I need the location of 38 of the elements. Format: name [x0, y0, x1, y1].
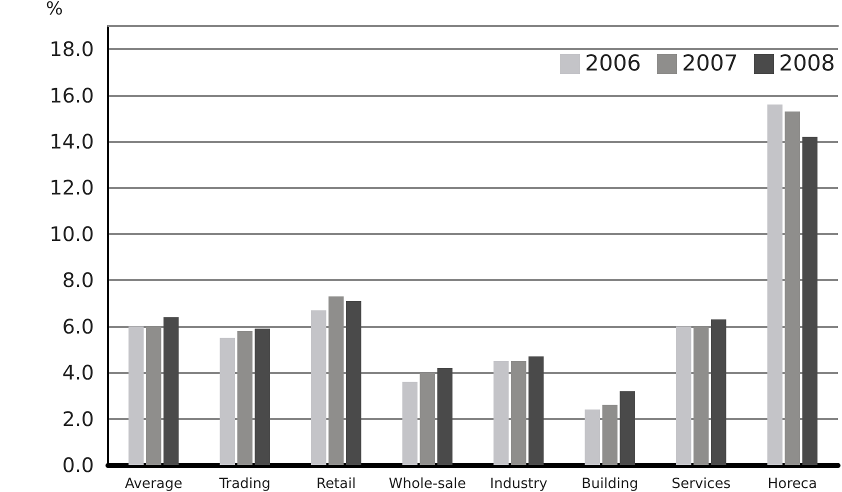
bar — [620, 391, 635, 465]
x-tick-label: Retail — [316, 476, 356, 492]
x-tick-label: Whole-sale — [388, 476, 466, 492]
bar — [128, 326, 144, 465]
bar — [494, 361, 509, 465]
legend-label: 2007 — [682, 52, 738, 76]
y-tick-label: 6.0 — [62, 314, 94, 338]
x-tick-label: Trading — [218, 476, 271, 492]
legend-label: 2006 — [585, 52, 642, 76]
bar — [402, 382, 418, 465]
bar — [254, 328, 270, 465]
bar — [676, 326, 692, 465]
bar — [346, 300, 362, 465]
y-tick-label: 2.0 — [62, 406, 94, 431]
bar — [528, 356, 544, 465]
bar — [802, 136, 818, 465]
y-tick-label: 18.0 — [49, 37, 94, 62]
y-tick-label: 16.0 — [49, 83, 94, 108]
y-axis-title: % — [46, 0, 63, 20]
y-tick-label: 14.0 — [49, 130, 94, 154]
bar — [164, 317, 179, 465]
bar — [584, 410, 600, 465]
y-tick-label: 0.0 — [62, 453, 94, 477]
x-tick-label: Industry — [490, 476, 548, 492]
y-tick-label: 12.0 — [49, 176, 94, 200]
x-tick-label: Average — [124, 476, 182, 492]
y-tick-label: 4.0 — [62, 360, 94, 385]
bar — [220, 338, 235, 465]
legend-label: 2008 — [779, 52, 836, 76]
x-tick-label: Building — [581, 476, 638, 492]
bar — [311, 310, 326, 465]
x-tick-label: Horeca — [768, 476, 818, 492]
bar — [437, 368, 452, 465]
y-tick-label: 8.0 — [62, 268, 94, 292]
bar — [767, 104, 782, 465]
y-tick-label: 10.0 — [49, 222, 94, 246]
x-tick-label: Services — [672, 476, 731, 492]
bar — [711, 319, 726, 465]
